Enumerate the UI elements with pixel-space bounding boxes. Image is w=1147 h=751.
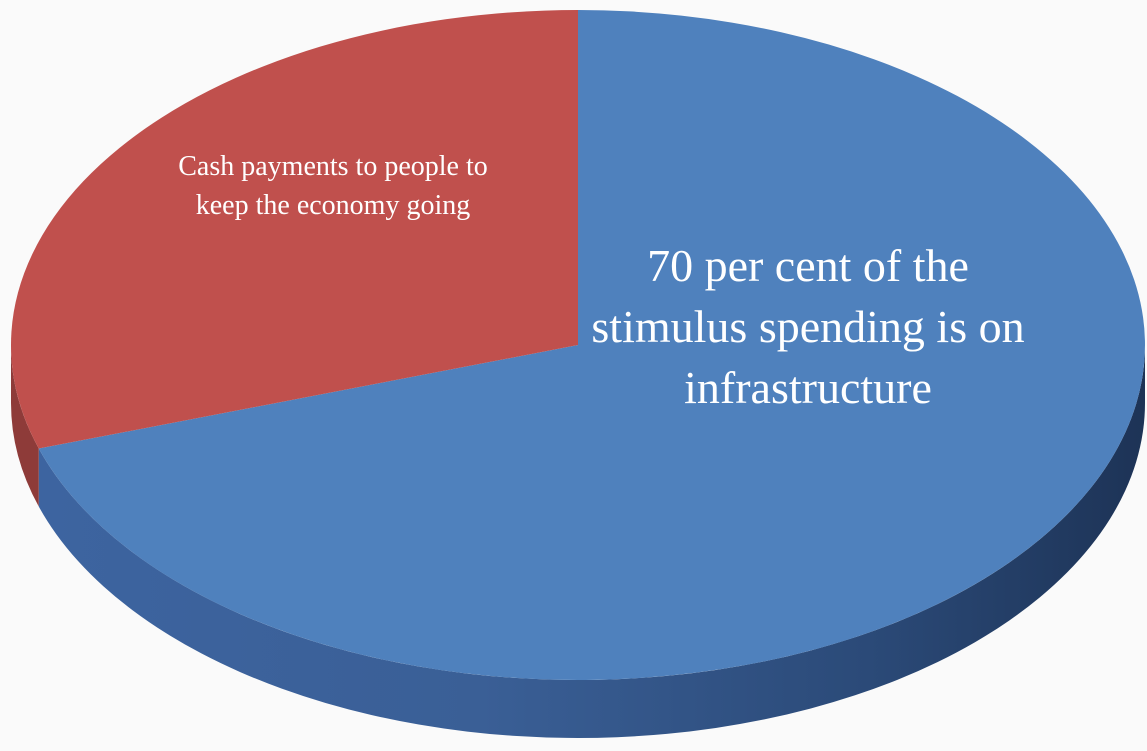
pie-slice-2 (10, 10, 579, 449)
pie-slice-label-line: keep the economy going (196, 190, 470, 221)
pie-slice-1 (38, 10, 1145, 680)
pie-top-layer (10, 10, 1145, 680)
pie-label-layer: 70 per cent of the stimulus spending is o… (178, 151, 1024, 413)
pie-slice-label-line: stimulus spending is on (591, 301, 1024, 352)
pie-side-layer (11, 345, 1145, 739)
pie-slice-label-1: 70 per cent of the stimulus spending is o… (591, 240, 1024, 413)
pie-slice-label-line: Cash payments to people to (178, 151, 488, 182)
pie-slice-label-line: 70 per cent of the (647, 240, 969, 291)
pie-slice-label-line: infrastructure (684, 362, 932, 413)
pie-slice-label-2: Cash payments to people to keep the econo… (178, 151, 488, 221)
pie-slice-side-1 (38, 345, 1145, 739)
pie-slice-side-2 (11, 345, 39, 507)
